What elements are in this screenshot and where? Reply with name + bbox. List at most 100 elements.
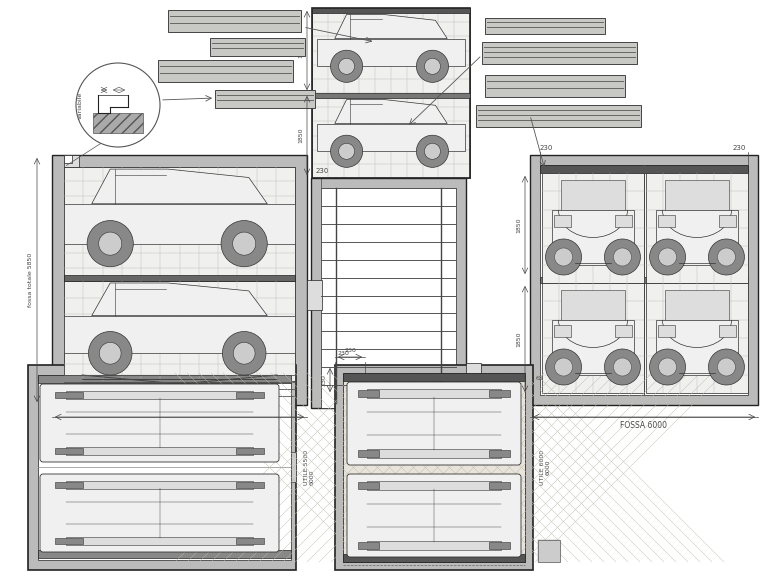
Text: 65: 65 [536, 376, 544, 381]
Bar [646, 283, 748, 393]
Circle shape [554, 248, 573, 266]
Bar [321, 188, 456, 408]
Bar [64, 167, 295, 282]
Bar [64, 155, 79, 167]
Bar [343, 554, 525, 562]
Circle shape [87, 221, 133, 267]
Circle shape [424, 143, 440, 160]
Polygon shape [335, 14, 447, 39]
Bar [554, 215, 571, 227]
Bar [236, 482, 264, 488]
Bar [64, 275, 295, 281]
Bar [158, 60, 293, 82]
Bar [317, 123, 465, 151]
Circle shape [546, 349, 581, 385]
Bar [358, 450, 379, 457]
Bar [615, 325, 631, 337]
Bar [658, 215, 675, 227]
Bar [55, 482, 82, 488]
Text: 230: 230 [338, 351, 350, 356]
Text: FOSSA 5500: FOSSA 5500 [156, 421, 203, 430]
Bar [719, 215, 735, 227]
Bar [64, 167, 295, 393]
Circle shape [417, 50, 448, 82]
Bar [64, 281, 295, 381]
Bar [485, 18, 605, 34]
Bar [358, 391, 379, 396]
Bar [93, 113, 143, 133]
Circle shape [339, 143, 355, 160]
Circle shape [708, 349, 745, 385]
Circle shape [614, 248, 631, 266]
Bar [55, 392, 82, 398]
Bar [719, 325, 735, 337]
Bar [482, 42, 637, 64]
Bar [335, 365, 533, 570]
Circle shape [614, 358, 631, 376]
Bar [66, 447, 253, 456]
Bar [665, 180, 729, 210]
Bar [561, 180, 625, 210]
Text: 15-30: 15-30 [111, 83, 127, 88]
FancyBboxPatch shape [347, 474, 521, 557]
FancyBboxPatch shape [40, 474, 279, 552]
Bar [64, 155, 72, 163]
Text: FOSSA 6000: FOSSA 6000 [621, 421, 668, 430]
Circle shape [546, 239, 581, 275]
Polygon shape [92, 283, 267, 316]
Circle shape [233, 232, 256, 255]
Text: 230: 230 [540, 145, 554, 151]
Circle shape [650, 239, 685, 275]
Bar [210, 38, 305, 56]
Bar [490, 450, 510, 457]
Text: 1850: 1850 [516, 217, 521, 233]
Circle shape [339, 58, 355, 74]
Circle shape [330, 50, 363, 82]
Text: 1850: 1850 [298, 128, 303, 143]
Bar [540, 165, 748, 173]
Bar [615, 215, 631, 227]
Bar [236, 392, 264, 398]
Bar [38, 550, 291, 558]
Text: UTILE 6000
6000: UTILE 6000 6000 [540, 449, 551, 484]
Bar [665, 290, 729, 320]
Bar [655, 210, 738, 265]
Text: 1850: 1850 [516, 331, 521, 347]
Bar [490, 482, 510, 488]
Circle shape [554, 358, 573, 376]
Bar [215, 90, 315, 108]
Bar [311, 178, 466, 408]
Circle shape [718, 248, 735, 266]
Bar [367, 541, 501, 550]
Bar [64, 204, 295, 244]
Circle shape [424, 58, 440, 74]
Bar [64, 316, 295, 353]
Bar [646, 173, 748, 283]
Bar [490, 543, 510, 548]
Bar [551, 320, 634, 375]
Circle shape [223, 332, 266, 375]
Text: 65: 65 [101, 83, 108, 88]
Bar [55, 538, 82, 544]
Bar [312, 8, 470, 178]
Text: UTILE 5500
6000: UTILE 5500 6000 [304, 449, 315, 484]
Bar [367, 389, 501, 398]
Bar [307, 280, 322, 310]
Bar [317, 39, 465, 66]
Text: 1850: 1850 [298, 43, 303, 58]
Circle shape [221, 221, 267, 267]
Bar [38, 375, 291, 560]
Bar [38, 375, 291, 383]
Bar [343, 373, 525, 562]
Polygon shape [92, 169, 267, 204]
Circle shape [604, 349, 641, 385]
Bar [291, 452, 296, 482]
Text: 230: 230 [344, 348, 356, 353]
Bar [542, 173, 644, 283]
Circle shape [89, 332, 132, 375]
Bar [312, 8, 470, 178]
Circle shape [708, 239, 745, 275]
Bar [312, 8, 470, 13]
Bar [236, 538, 264, 544]
Circle shape [658, 358, 677, 376]
